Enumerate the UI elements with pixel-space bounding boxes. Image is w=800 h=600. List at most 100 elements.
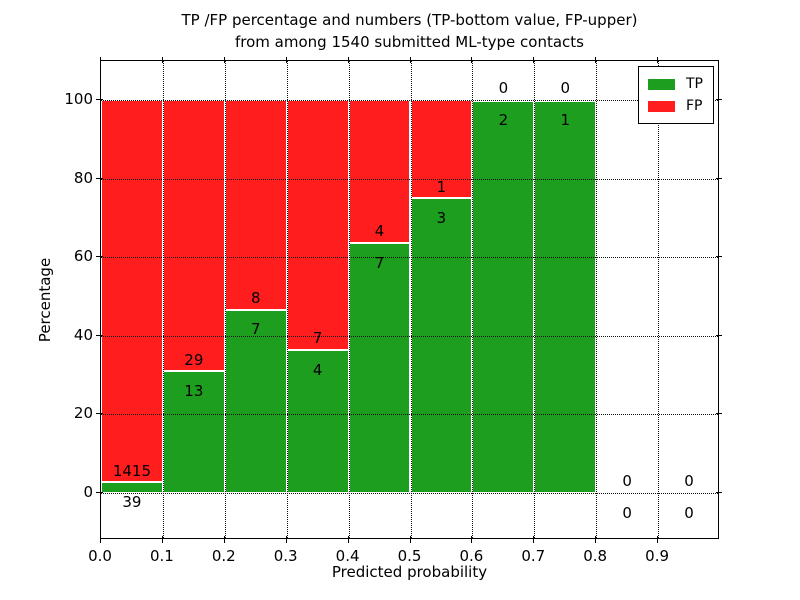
y-tick-mark-right <box>716 334 722 336</box>
fp-count-label: 7 <box>312 329 323 348</box>
x-tick-label: 0.7 <box>521 547 546 565</box>
legend: TP FP <box>638 66 714 124</box>
plot-area: TP FP 1415 39 29 13 8 7 7 4 4 7 1 3 0 2 0 1 0 0 0 0 <box>100 60 719 539</box>
tp-count-label: 0 <box>622 503 632 522</box>
legend-item-tp: TP <box>648 73 703 95</box>
legend-label-tp: TP <box>686 76 703 92</box>
bar-segment-tp <box>348 243 411 493</box>
v-gridline <box>286 61 288 538</box>
x-tick-mark-top <box>161 57 163 63</box>
y-tick-mark <box>96 177 103 179</box>
x-tick-label: 0.1 <box>149 547 174 565</box>
x-tick-mark-top <box>533 57 535 63</box>
x-tick-mark <box>161 536 163 543</box>
x-tick-label: 0.2 <box>211 547 236 565</box>
h-gridline <box>101 414 718 416</box>
bar-segment-tp <box>410 198 473 493</box>
x-tick-mark-top <box>347 57 349 63</box>
x-tick-mark-top <box>285 57 287 63</box>
fp-count-label: 8 <box>250 288 261 307</box>
y-tick-mark-right <box>716 491 722 493</box>
fp-count-label: 0 <box>684 472 694 491</box>
bar-segment-fp <box>224 100 287 310</box>
tp-count-label: 13 <box>184 381 204 400</box>
bar-segment-tp <box>472 100 535 493</box>
x-tick-label: 0.6 <box>459 547 484 565</box>
x-tick-mark-top <box>471 57 473 63</box>
x-tick-mark <box>471 536 473 543</box>
tp-count-label: 0 <box>684 503 694 522</box>
tp-count-label: 4 <box>312 360 323 379</box>
x-tick-mark-top <box>223 57 225 63</box>
x-tick-mark-top <box>657 57 659 63</box>
x-tick-mark <box>595 536 597 543</box>
fp-count-label: 0 <box>622 472 632 491</box>
h-gridline <box>101 100 718 102</box>
fp-count-label: 1415 <box>112 461 152 480</box>
v-gridline <box>224 61 226 538</box>
chart-title-line2: from among 1540 submitted ML-type contac… <box>235 33 584 51</box>
x-tick-label: 0.0 <box>88 547 112 565</box>
y-tick-label: 20 <box>73 404 93 423</box>
x-tick-label: 0.3 <box>273 547 298 565</box>
x-tick-label: 0.8 <box>583 547 608 565</box>
v-gridline <box>596 61 598 538</box>
y-tick-mark-right <box>716 99 722 101</box>
x-tick-mark-top <box>100 57 101 63</box>
fp-count-label: 0 <box>560 79 571 98</box>
y-tick-mark-right <box>716 413 722 415</box>
y-tick-label: 100 <box>64 90 93 109</box>
y-tick-mark-right <box>716 177 722 179</box>
v-gridline <box>472 61 474 538</box>
bar-segment-tp <box>224 309 287 493</box>
bar-segment-fp <box>101 100 163 483</box>
y-tick-mark <box>96 413 103 415</box>
legend-item-fp: FP <box>648 95 703 117</box>
tp-count-label: 7 <box>374 253 385 272</box>
h-gridline <box>101 492 718 494</box>
x-tick-label: 0.4 <box>335 547 360 565</box>
v-gridline <box>162 61 164 538</box>
fp-count-label: 4 <box>374 222 385 241</box>
x-tick-mark <box>100 536 101 543</box>
chart-title-line1: TP /FP percentage and numbers (TP-bottom… <box>181 11 638 29</box>
y-tick-mark-right <box>716 256 722 258</box>
bar-segment-tp <box>534 100 597 493</box>
fp-count-label: 0 <box>498 79 509 98</box>
bar-segment-fp <box>162 100 225 372</box>
chart-title: TP /FP percentage and numbers (TP-bottom… <box>100 9 719 53</box>
h-gridline <box>101 257 718 259</box>
x-tick-mark <box>347 536 349 543</box>
x-tick-mark <box>657 536 659 543</box>
y-tick-label: 40 <box>73 325 93 344</box>
y-tick-mark <box>96 99 103 101</box>
bar-segment-tp <box>101 482 163 493</box>
bar-segment-fp <box>286 100 349 351</box>
y-tick-mark <box>96 256 103 258</box>
v-gridline <box>410 61 412 538</box>
x-tick-mark <box>285 536 287 543</box>
h-gridline <box>101 335 718 337</box>
x-tick-mark-top <box>409 57 411 63</box>
fp-color-swatch <box>648 100 675 112</box>
h-gridline <box>101 178 718 180</box>
x-tick-mark <box>223 536 225 543</box>
tp-count-label: 7 <box>250 320 261 339</box>
tp-color-swatch <box>648 78 675 90</box>
y-tick-mark <box>96 491 103 493</box>
tp-count-label: 2 <box>498 110 509 129</box>
tp-count-label: 1 <box>560 110 571 129</box>
bar-segment-fp <box>348 100 411 244</box>
x-axis-label: Predicted probability <box>331 563 488 581</box>
y-tick-label: 0 <box>83 482 93 501</box>
v-gridline <box>348 61 350 538</box>
y-tick-mark <box>96 334 103 336</box>
fp-count-label: 29 <box>184 350 204 369</box>
legend-label-fp: FP <box>686 98 703 114</box>
y-tick-label: 60 <box>73 247 93 266</box>
tp-count-label: 39 <box>122 492 142 511</box>
x-tick-label: 0.9 <box>645 547 670 565</box>
x-tick-label: 0.5 <box>397 547 422 565</box>
x-tick-mark <box>533 536 535 543</box>
